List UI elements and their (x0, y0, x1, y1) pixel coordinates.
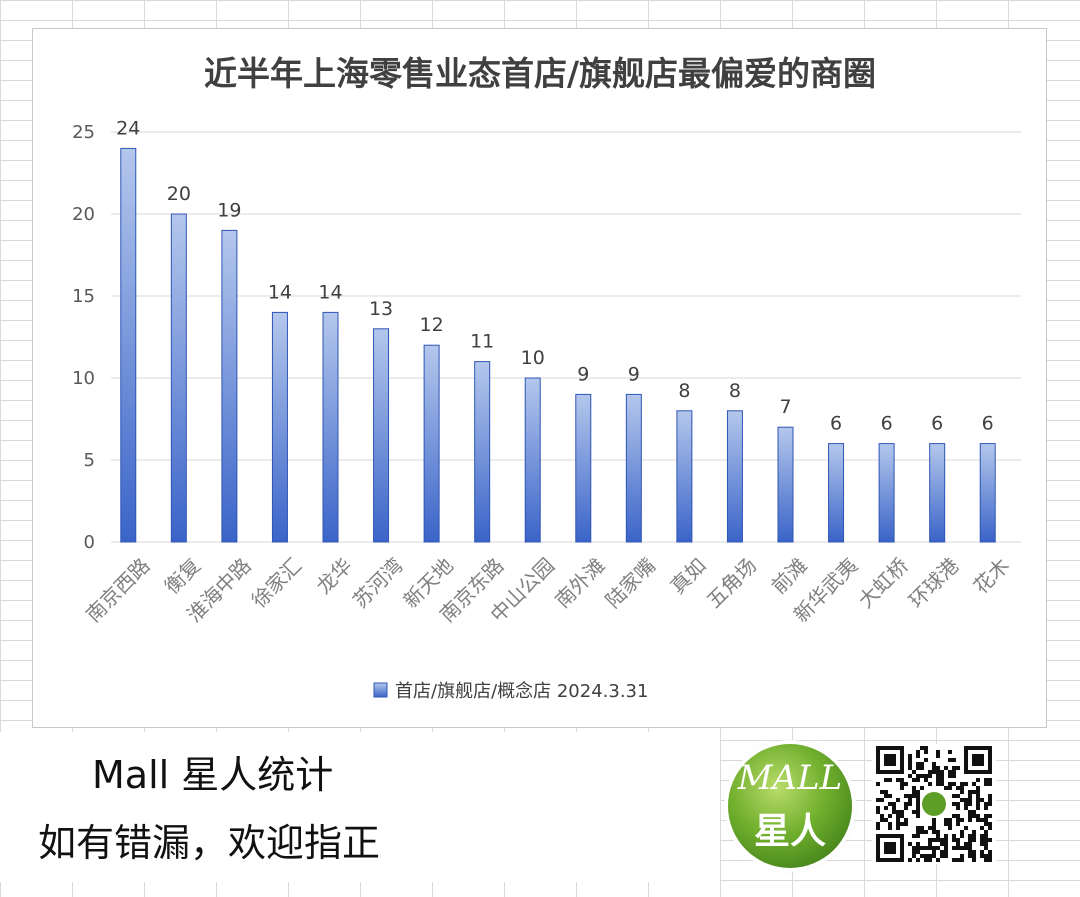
bar (524, 377, 541, 543)
x-tick-label: 大虹桥 (853, 553, 912, 612)
bar (271, 311, 288, 543)
y-tick-label: 5 (84, 450, 95, 471)
data-label: 12 (420, 314, 444, 336)
logo-text-top: MALL (737, 758, 843, 798)
data-label: 6 (830, 413, 842, 435)
mall-xingren-logo: MALL 星人 (728, 744, 852, 868)
bar (929, 443, 946, 543)
bar (625, 393, 642, 543)
data-label: 14 (268, 281, 292, 303)
y-tick-label: 20 (72, 204, 95, 225)
data-label: 9 (577, 363, 589, 385)
x-tick-label: 真如 (665, 553, 710, 598)
legend-label: 首店/旗舰店/概念店 2024.3.31 (395, 680, 648, 702)
y-tick-label: 0 (84, 532, 95, 553)
bar (777, 426, 794, 543)
bar (423, 344, 440, 543)
data-label: 8 (729, 380, 741, 402)
bar (170, 213, 187, 543)
data-label: 6 (982, 413, 994, 435)
data-label: 8 (678, 380, 690, 402)
x-tick-label: 南京西路 (81, 553, 155, 627)
bar (221, 229, 238, 543)
data-label: 10 (521, 347, 545, 369)
bar (676, 410, 693, 543)
data-label: 24 (116, 117, 140, 139)
bar (373, 328, 390, 543)
chart-frame: 近半年上海零售业态首店/旗舰店最偏爱的商圈 0 5 10 15 20 25 24 南京西路 2… (32, 28, 1047, 728)
y-tick-label: 10 (72, 368, 95, 389)
x-tick-label: 陆家嘴 (601, 553, 660, 612)
x-tick-label: 龙华 (312, 553, 357, 598)
legend-swatch (373, 682, 388, 698)
logo-text-bottom: 星人 (753, 811, 826, 852)
data-label: 19 (217, 199, 241, 221)
x-tick-label: 环球港 (904, 553, 963, 612)
data-label: 11 (470, 331, 494, 353)
bar (979, 443, 996, 543)
x-tick-label: 衡复 (160, 553, 205, 598)
bar (474, 361, 491, 543)
bar (828, 443, 845, 543)
footer-note: 如有错漏，欢迎指正 (38, 821, 381, 865)
data-label: 20 (167, 183, 191, 205)
footer-source: Mall 星人统计 (92, 753, 334, 797)
bar (575, 393, 592, 543)
bar (878, 443, 895, 543)
legend: 首店/旗舰店/概念店 2024.3.31 (373, 680, 648, 702)
x-tick-label: 五角场 (702, 553, 761, 612)
bar (726, 410, 743, 543)
x-tick-label: 前滩 (767, 553, 812, 598)
footer-background (0, 732, 720, 882)
qr-code-icon (872, 744, 996, 864)
data-label: 9 (628, 363, 640, 385)
bar-chart: 近半年上海零售业态首店/旗舰店最偏爱的商圈 0 5 10 15 20 25 24 南京西路 2… (72, 54, 1021, 702)
data-label: 6 (881, 413, 893, 435)
x-tick-label: 苏河湾 (348, 553, 407, 612)
data-label: 14 (318, 281, 342, 303)
data-label: 7 (779, 396, 791, 418)
data-label: 13 (369, 298, 393, 320)
bar (322, 311, 339, 543)
x-tick-label: 南外滩 (550, 553, 609, 612)
y-tick-label: 25 (72, 122, 95, 143)
y-tick-label: 15 (72, 286, 95, 307)
data-label: 6 (931, 413, 943, 435)
x-tick-label: 花木 (969, 553, 1014, 598)
chart-title: 近半年上海零售业态首店/旗舰店最偏爱的商圈 (204, 54, 876, 93)
x-tick-label: 徐家汇 (247, 553, 306, 612)
bar (120, 147, 137, 543)
